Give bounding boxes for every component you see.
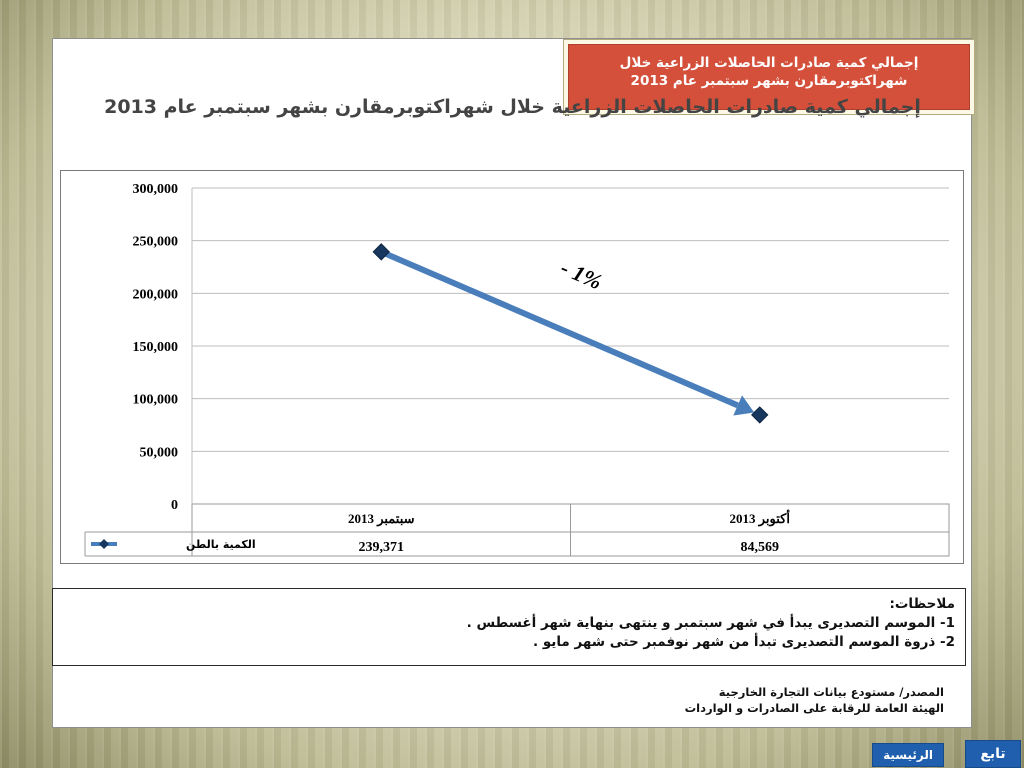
y-tick-label: 300,000: [133, 182, 179, 197]
legend-marker: [99, 539, 109, 549]
chart-title: إجمالي كمية صادرات الحاصلات الزراعية خلا…: [104, 96, 921, 118]
home-button[interactable]: الرئيسية: [872, 743, 944, 767]
y-tick-label: 100,000: [133, 393, 179, 408]
data-point-marker: [372, 243, 390, 261]
series-line: [380, 249, 739, 409]
y-tick-label: 0: [171, 498, 178, 513]
y-tick-label: 50,000: [140, 445, 179, 460]
y-tick-label: 200,000: [133, 287, 179, 302]
note-2: 2- ذروة الموسم التصديرى تبدأ من شهر نوفم…: [533, 634, 955, 650]
line-chart: 0 50,000 100,000 150,000 200,000 250,000 300,0…: [84, 182, 950, 557]
data-table-value: 84,569: [741, 540, 780, 555]
data-table-value: 239,371: [359, 540, 405, 555]
chart-area: 0 50,000 100,000 150,000 200,000 250,000 300,0…: [60, 170, 964, 564]
x-category-label: أكتوبر 2013: [730, 510, 791, 527]
header-title-box: إجمالي كمية صادرات الحاصلات الزراعية خلا…: [563, 39, 975, 115]
header-title: إجمالي كمية صادرات الحاصلات الزراعية خلا…: [568, 44, 970, 110]
next-button[interactable]: تابع: [965, 740, 1021, 768]
legend-label: الكمية بالطن: [186, 538, 256, 551]
data-point-marker: [751, 406, 769, 424]
percent-change-annotation: - 1%: [557, 255, 606, 295]
note-1: 1- الموسم التصديرى يبدأ في شهر سبتمبر و …: [466, 615, 955, 631]
source-text: المصدر/ مستودع بيانات التجارة الخارجية ا…: [560, 684, 944, 716]
y-tick-label: 250,000: [133, 235, 179, 250]
series-arrowhead: [733, 395, 755, 416]
x-category-label: سبتمبر 2013: [348, 511, 415, 527]
notes-box: ملاحظات: 1- الموسم التصديرى يبدأ في شهر …: [52, 588, 966, 666]
y-tick-label: 150,000: [133, 340, 179, 355]
source-line-2: الهيئة العامة للرقابة على الصادرات و الو…: [684, 701, 944, 715]
source-line-1: المصدر/ مستودع بيانات التجارة الخارجية: [718, 685, 944, 699]
notes-heading: ملاحظات:: [889, 596, 955, 612]
